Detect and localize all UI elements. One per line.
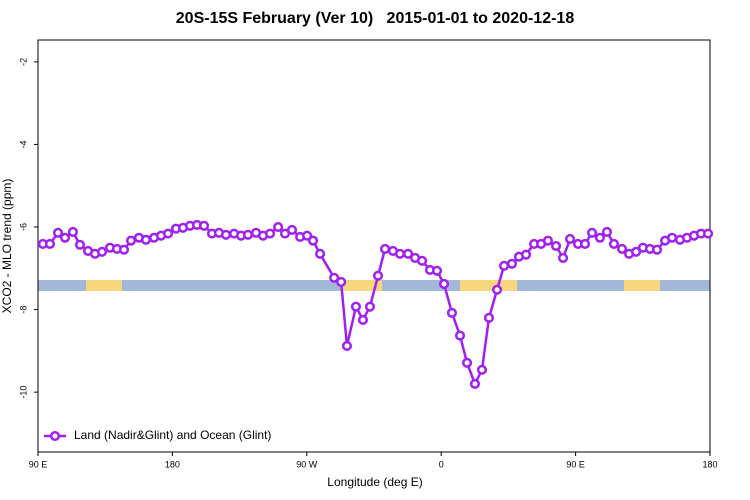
land-band bbox=[86, 280, 122, 291]
y-tick-label: -10 bbox=[18, 386, 28, 399]
data-point bbox=[616, 243, 628, 254]
data-point bbox=[52, 227, 64, 238]
x-tick-label: 180 bbox=[165, 459, 180, 469]
data-point bbox=[199, 220, 210, 231]
data-point bbox=[438, 278, 450, 290]
data-point bbox=[372, 270, 384, 281]
y-tick-label: -2 bbox=[18, 58, 28, 66]
data-point bbox=[483, 312, 495, 323]
data-point bbox=[469, 378, 480, 389]
data-point bbox=[667, 232, 678, 243]
y-tick-label: -6 bbox=[18, 223, 28, 231]
data-point bbox=[336, 276, 347, 287]
data-point bbox=[506, 258, 518, 269]
x-tick-label: 180 bbox=[702, 459, 717, 469]
data-point bbox=[454, 330, 466, 341]
data-point bbox=[476, 364, 488, 375]
data-point bbox=[520, 249, 532, 260]
data-point bbox=[542, 235, 554, 246]
data-point bbox=[364, 301, 376, 312]
data-point bbox=[550, 240, 562, 252]
legend-marker bbox=[49, 430, 61, 442]
data-point bbox=[59, 232, 71, 243]
data-point bbox=[394, 248, 406, 259]
data-point bbox=[308, 235, 319, 246]
series-line bbox=[42, 223, 709, 388]
data-point bbox=[499, 260, 510, 271]
data-point bbox=[67, 226, 78, 238]
surface-band bbox=[38, 280, 710, 291]
data-point bbox=[302, 230, 313, 241]
data-point bbox=[44, 238, 55, 249]
data-point bbox=[579, 238, 591, 249]
data-point bbox=[74, 239, 86, 250]
y-tick-label: -4 bbox=[18, 140, 28, 148]
data-point bbox=[341, 340, 353, 351]
data-point bbox=[350, 301, 361, 312]
plot-frame bbox=[37, 39, 711, 453]
data-point bbox=[631, 246, 642, 257]
data-point bbox=[492, 284, 503, 295]
data-point bbox=[140, 234, 152, 245]
data-point bbox=[286, 224, 298, 235]
data-point bbox=[565, 233, 576, 245]
chart-title: 20S-15S February (Ver 10) 2015-01-01 to … bbox=[176, 10, 575, 27]
data-point bbox=[431, 265, 443, 276]
land-band bbox=[342, 280, 382, 291]
data-point bbox=[265, 228, 276, 239]
y-tick-label: -8 bbox=[18, 306, 28, 314]
x-tick-label: 90 E bbox=[566, 459, 585, 469]
data-point bbox=[417, 255, 428, 266]
land-band bbox=[624, 280, 660, 291]
data-point bbox=[594, 232, 605, 243]
legend-label: Land (Nadir&Glint) and Ocean (Glint) bbox=[74, 428, 271, 442]
land-band bbox=[460, 280, 517, 291]
data-point bbox=[242, 229, 254, 240]
data-point bbox=[329, 272, 340, 283]
x-tick-label: 90 W bbox=[296, 459, 318, 469]
data-point bbox=[315, 248, 326, 259]
data-point bbox=[163, 228, 174, 239]
data-point bbox=[97, 246, 108, 257]
data-point bbox=[608, 238, 620, 249]
data-point bbox=[651, 244, 663, 255]
data-point bbox=[601, 226, 613, 238]
data-point bbox=[273, 221, 284, 233]
data-point bbox=[220, 229, 232, 240]
x-tick-label: 90 E bbox=[29, 459, 48, 469]
y-axis-label: XCO2 - MLO trend (ppm) bbox=[0, 179, 14, 314]
data-point bbox=[446, 307, 458, 318]
data-point bbox=[118, 244, 130, 255]
x-axis-label: Longitude (deg E) bbox=[327, 475, 422, 489]
data-point bbox=[125, 235, 137, 246]
data-point bbox=[703, 228, 714, 239]
x-tick-label: 0 bbox=[439, 459, 444, 469]
data-point bbox=[586, 227, 598, 238]
data-point bbox=[558, 252, 569, 264]
data-point bbox=[357, 314, 368, 325]
data-point bbox=[402, 248, 414, 259]
data-point bbox=[380, 243, 391, 254]
data-point bbox=[461, 357, 473, 368]
